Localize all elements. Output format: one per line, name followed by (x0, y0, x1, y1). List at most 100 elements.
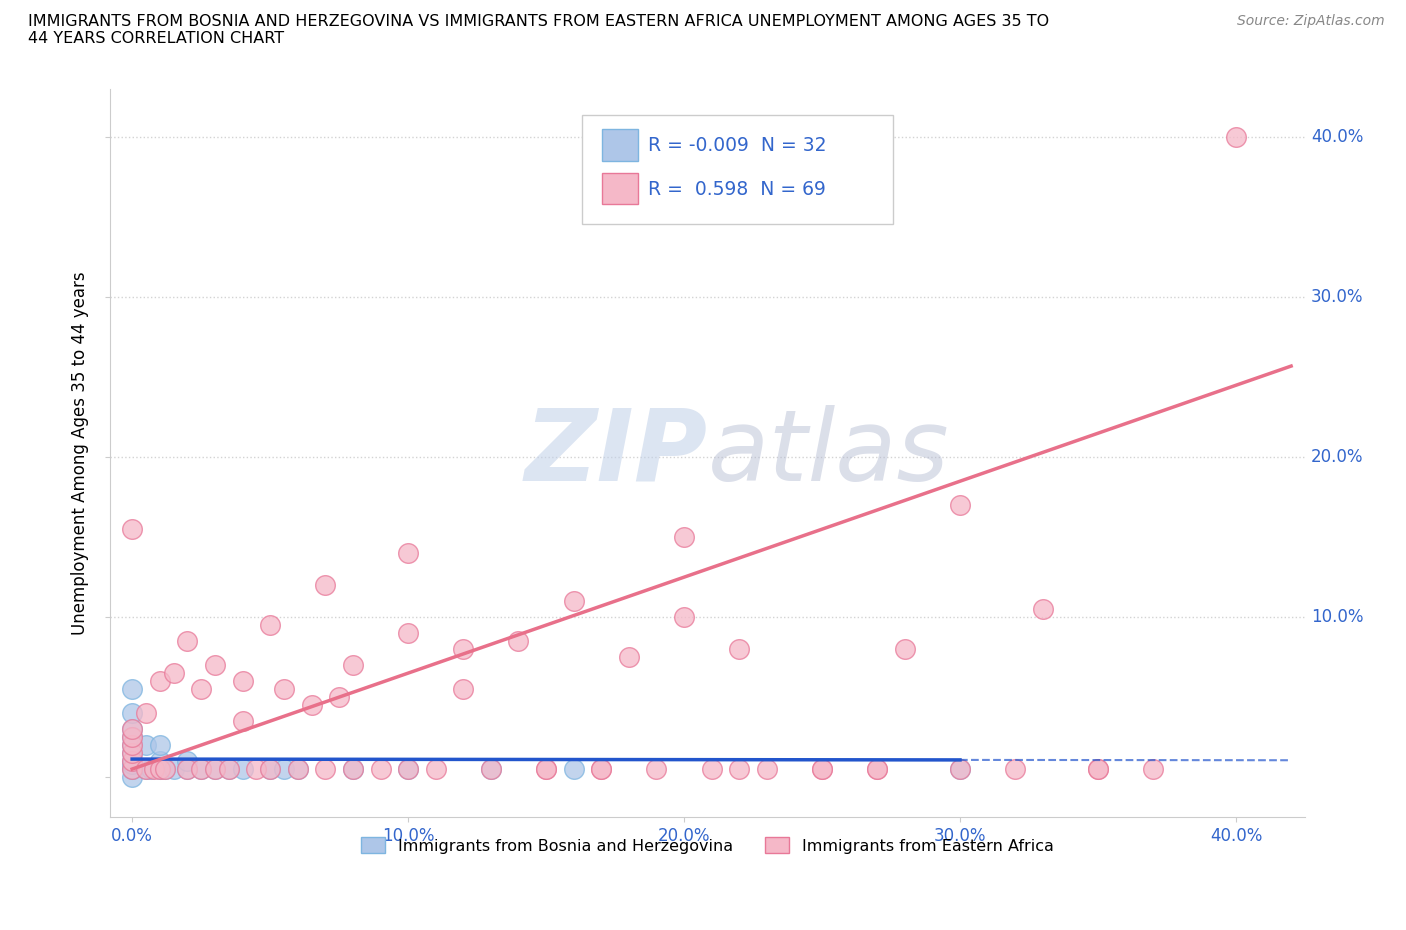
Point (121, 762, 143, 777)
Point (949, 762, 972, 777)
Point (190, 762, 212, 777)
Point (135, 706, 157, 721)
Point (143, 762, 166, 777)
Point (162, 762, 184, 777)
Point (176, 762, 198, 777)
Point (273, 762, 295, 777)
Point (231, 762, 253, 777)
Point (135, 737, 157, 752)
Point (370, 762, 392, 777)
Point (176, 753, 198, 768)
Point (591, 762, 613, 777)
Point (121, 706, 143, 721)
Point (728, 762, 751, 777)
Point (396, 626, 419, 641)
Text: R = -0.009  N = 32: R = -0.009 N = 32 (648, 136, 827, 155)
Point (204, 658, 226, 672)
Point (949, 498, 972, 512)
Point (121, 746, 143, 761)
Point (425, 762, 447, 777)
Point (204, 762, 226, 777)
Point (508, 633, 530, 648)
Point (479, 762, 502, 777)
Point (562, 593, 585, 608)
Text: Source: ZipAtlas.com: Source: ZipAtlas.com (1237, 14, 1385, 28)
Point (121, 757, 143, 772)
Point (342, 658, 364, 672)
Point (190, 682, 212, 697)
Point (866, 762, 889, 777)
Point (479, 762, 502, 777)
Point (1032, 602, 1054, 617)
Point (231, 713, 253, 728)
Point (453, 682, 475, 697)
Point (231, 673, 253, 688)
Point (1142, 762, 1164, 777)
Point (949, 762, 972, 777)
Point (121, 746, 143, 761)
Bar (602, 129, 638, 161)
Point (176, 633, 198, 648)
Point (218, 762, 240, 777)
Point (396, 762, 419, 777)
Point (121, 762, 143, 777)
Point (342, 762, 364, 777)
Text: atlas: atlas (707, 405, 949, 501)
Text: R =  0.598  N = 69: R = 0.598 N = 69 (648, 179, 825, 199)
Point (1004, 762, 1026, 777)
Point (121, 522, 143, 537)
Text: 10.0%: 10.0% (1310, 608, 1364, 626)
Point (121, 722, 143, 737)
Point (135, 762, 157, 777)
Legend: Immigrants from Bosnia and Herzegovina, Immigrants from Eastern Africa: Immigrants from Bosnia and Herzegovina, … (354, 830, 1060, 860)
Point (259, 762, 281, 777)
Point (811, 762, 834, 777)
Point (534, 762, 557, 777)
Point (453, 642, 475, 657)
Point (396, 546, 419, 561)
Point (534, 762, 557, 777)
Point (811, 762, 834, 777)
Point (121, 737, 143, 752)
Point (149, 737, 172, 752)
Y-axis label: Unemployment Among Ages 35 to 44 years: Unemployment Among Ages 35 to 44 years (72, 272, 89, 635)
Point (301, 698, 323, 712)
Point (700, 762, 723, 777)
Point (287, 762, 309, 777)
Point (314, 762, 336, 777)
Point (287, 762, 309, 777)
Point (149, 753, 172, 768)
Point (149, 762, 172, 777)
Point (259, 762, 281, 777)
Point (314, 578, 336, 592)
Point (121, 730, 143, 745)
Point (121, 753, 143, 768)
Text: ZIP: ZIP (524, 405, 707, 501)
Point (673, 530, 696, 545)
Point (342, 762, 364, 777)
Point (141, 762, 163, 777)
Point (259, 618, 281, 632)
Point (645, 762, 668, 777)
Text: IMMIGRANTS FROM BOSNIA AND HERZEGOVINA VS IMMIGRANTS FROM EASTERN AFRICA UNEMPLO: IMMIGRANTS FROM BOSNIA AND HERZEGOVINA V… (28, 14, 1049, 46)
FancyBboxPatch shape (582, 115, 893, 224)
Point (121, 722, 143, 737)
Point (155, 762, 177, 777)
Point (328, 690, 350, 705)
Point (218, 762, 240, 777)
Point (245, 762, 267, 777)
Point (176, 762, 198, 777)
Point (121, 737, 143, 752)
Point (135, 762, 157, 777)
Point (204, 762, 226, 777)
Point (755, 762, 778, 777)
Point (155, 762, 177, 777)
Point (728, 642, 751, 657)
Point (149, 673, 172, 688)
Bar (602, 173, 638, 205)
Point (121, 770, 143, 785)
Point (1225, 130, 1247, 145)
Text: 20.0%: 20.0% (1310, 448, 1364, 466)
Point (396, 762, 419, 777)
Point (1087, 762, 1109, 777)
